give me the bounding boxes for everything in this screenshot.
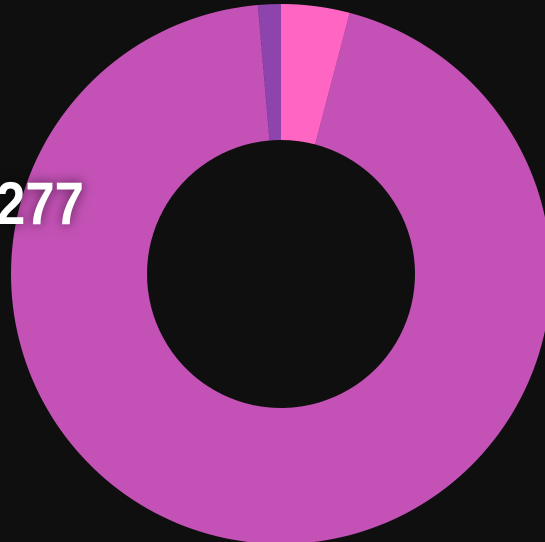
donut-segment: [11, 4, 545, 542]
donut-segment: [281, 4, 350, 145]
value-label: 277: [0, 170, 84, 237]
donut-segment: [257, 4, 281, 141]
